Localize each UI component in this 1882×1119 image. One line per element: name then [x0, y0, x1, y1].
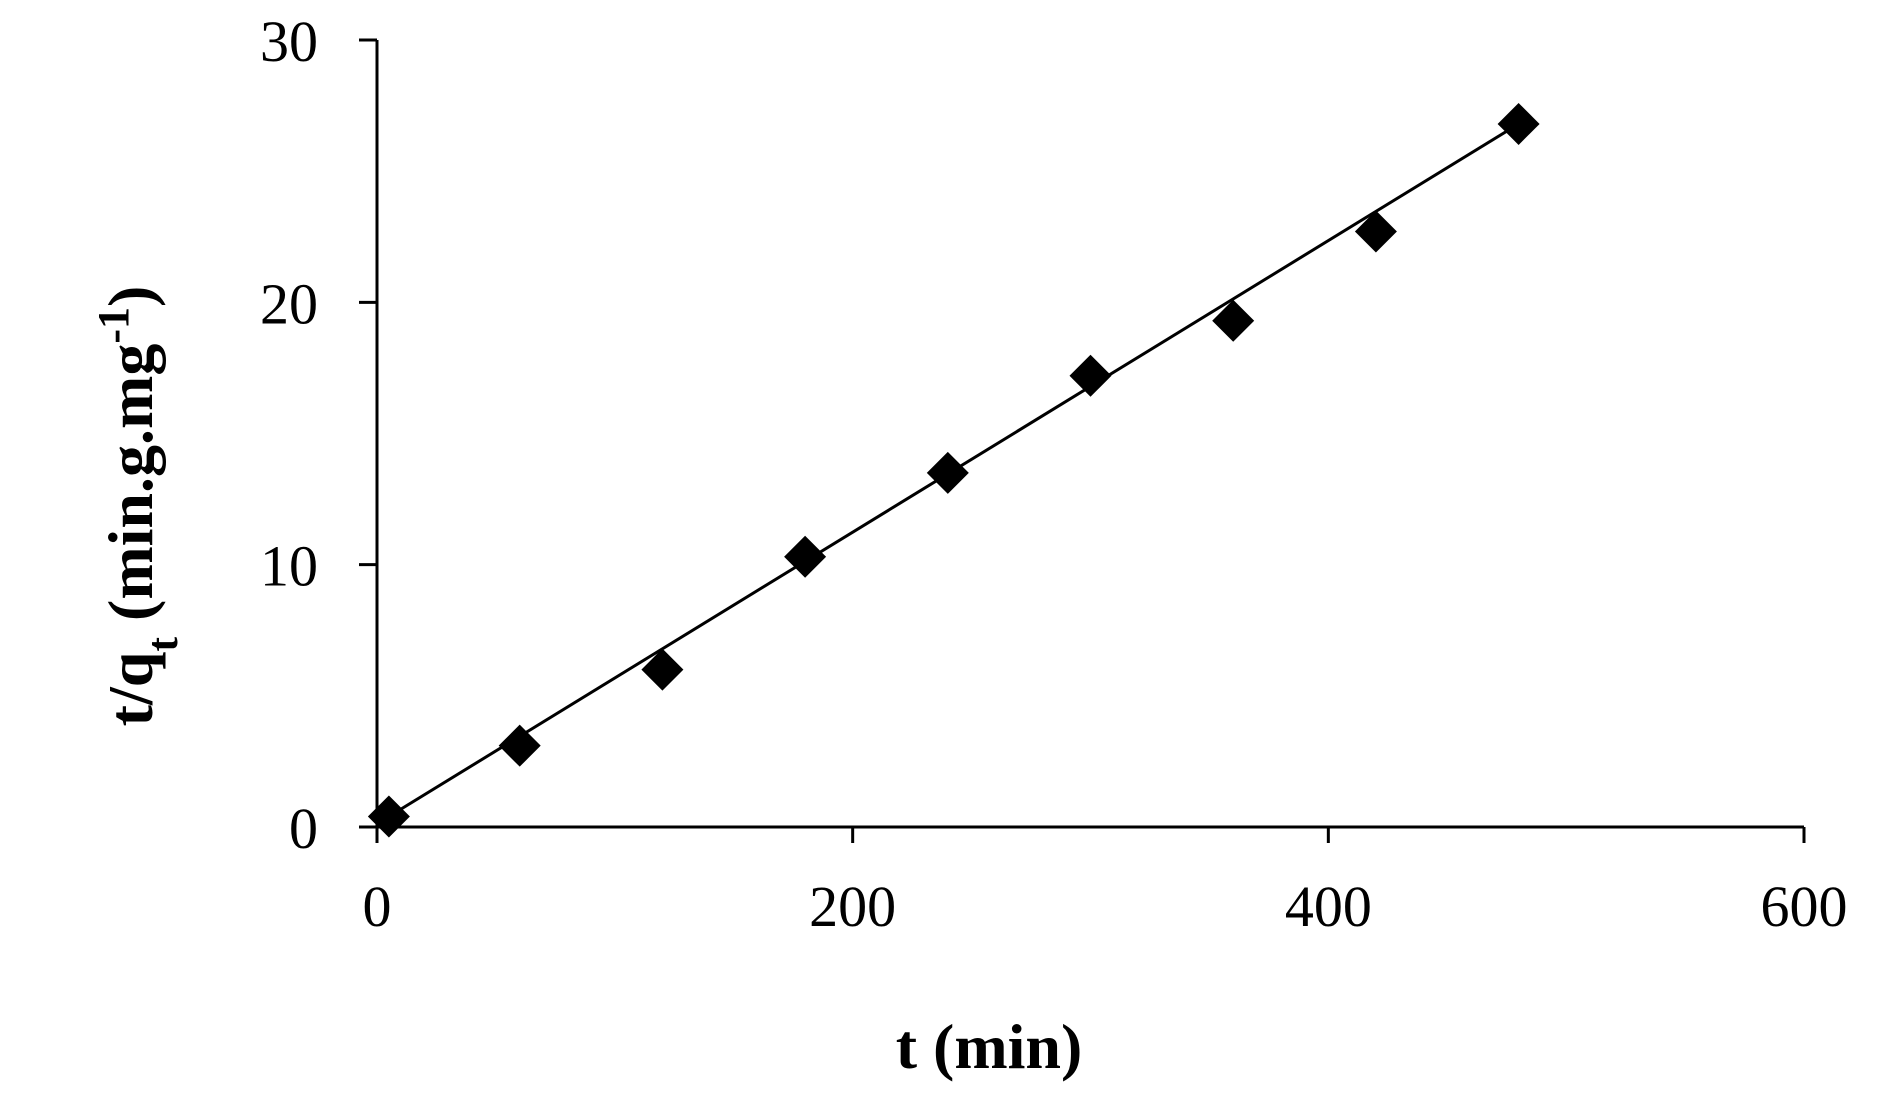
x-tick-label: 600: [1761, 874, 1848, 939]
y-tick-label: 20: [260, 271, 318, 336]
y-tick-label: 0: [289, 796, 318, 861]
axes: [375, 40, 1804, 829]
y-axis-label-unit-suffix: ): [95, 286, 166, 307]
data-point: [641, 648, 684, 691]
y-axis-label-superscript: -1: [89, 307, 138, 344]
data-points: [367, 102, 1540, 838]
data-point: [367, 795, 410, 838]
x-tick-label: 0: [363, 874, 392, 939]
x-tick-label: 200: [809, 874, 896, 939]
x-tick-label: 400: [1285, 874, 1372, 939]
data-point: [784, 535, 827, 578]
data-point: [1212, 299, 1255, 342]
y-axis-label-main: t/q: [95, 652, 166, 727]
y-axis-label: t/qt (min.g.mg-1): [89, 286, 187, 727]
x-ticks: 0 200 400 600: [363, 827, 1848, 939]
y-tick-label: 30: [260, 9, 318, 74]
y-axis-label-unit-prefix: (min.g.mg: [95, 344, 166, 637]
y-tick-label: 10: [260, 534, 318, 599]
data-point: [1497, 102, 1540, 145]
x-axis-label: t (min): [896, 1011, 1083, 1082]
y-axis-label-subscript: t: [138, 637, 187, 652]
data-point: [498, 724, 541, 767]
data-point: [1069, 354, 1112, 397]
data-point: [926, 451, 969, 494]
y-ticks: 0 10 20 30: [260, 9, 377, 861]
data-point: [1354, 210, 1397, 253]
